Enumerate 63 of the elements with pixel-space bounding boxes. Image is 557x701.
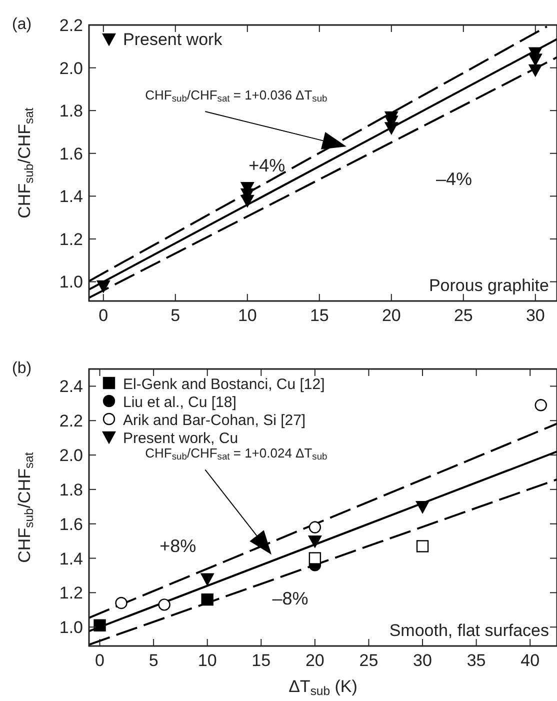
point xyxy=(308,521,322,534)
point xyxy=(200,573,214,586)
point xyxy=(115,596,128,610)
x-tick-label: 20 xyxy=(305,651,324,670)
annotation: +8% xyxy=(160,536,196,556)
legend-label: Present work, Cu xyxy=(123,430,238,447)
legend-label: El-Genk and Bostanci, Cu [12] xyxy=(123,376,325,393)
annotation: +4% xyxy=(248,155,286,176)
point xyxy=(416,540,429,552)
x-tick-label: 0 xyxy=(95,651,104,670)
y-tick-label: 2.0 xyxy=(59,446,83,466)
x-tick-label: 30 xyxy=(413,651,432,670)
y-tick-label: 1.0 xyxy=(59,272,83,292)
annotation: –8% xyxy=(272,588,308,608)
x-tick-label: 10 xyxy=(198,651,217,670)
x-axis-title: ΔT$_{sub}$ (K) xyxy=(288,677,358,698)
annotation: Porous graphite xyxy=(428,276,549,295)
text: (b) xyxy=(12,360,32,377)
legend-label: Liu et al., Cu [18] xyxy=(123,394,236,411)
point xyxy=(94,619,106,632)
x-tick-label: 30 xyxy=(526,306,545,325)
point xyxy=(240,194,254,208)
x-tick-label: 40 xyxy=(520,651,540,670)
y-tick-label: 1.4 xyxy=(59,549,83,568)
x-tick-label: 25 xyxy=(454,306,473,325)
x-tick-label: 20 xyxy=(382,306,401,325)
y-tick-label: 2.2 xyxy=(59,412,83,431)
point xyxy=(96,280,110,293)
point xyxy=(308,535,322,548)
x-tick-label: 35 xyxy=(466,651,486,670)
point xyxy=(158,598,170,611)
y-tick-label: 1.6 xyxy=(59,144,83,164)
x-tick-label: 10 xyxy=(238,306,257,325)
point xyxy=(308,552,322,564)
point xyxy=(416,501,430,514)
text: (a) xyxy=(12,16,32,33)
annotation: CHF$_{sub}$/CHF$_{sat}$ = 1+0.036 ΔT$_{sub}$ xyxy=(145,88,328,104)
y-tick-label: 1.2 xyxy=(59,230,83,249)
x-tick-label: 5 xyxy=(148,651,158,670)
x-tick-label: 0 xyxy=(98,306,108,325)
annotation: CHF$_{sub}$/CHF$_{sat}$ = 1+0.024 ΔT$_{sub}$ xyxy=(145,446,328,462)
point xyxy=(384,122,398,134)
annotation: Smooth, flat surfaces xyxy=(389,621,549,640)
point xyxy=(528,64,542,77)
y-tick-label: 2.4 xyxy=(59,377,83,396)
x-tick-label: 15 xyxy=(252,651,271,670)
legend-label: Present work xyxy=(123,30,223,49)
legend-label: Arik and Bar-Cohan, Si [27] xyxy=(123,412,306,429)
x-tick-label: 15 xyxy=(310,306,329,325)
point xyxy=(534,399,547,412)
x-tick-label: 5 xyxy=(170,306,180,325)
y-tick-label: 1.6 xyxy=(59,514,83,534)
y-tick-label: 2.2 xyxy=(59,16,83,35)
y-tick-label: 1.8 xyxy=(59,480,83,500)
annotation: –4% xyxy=(436,169,472,190)
point xyxy=(528,54,542,66)
y-tick-label: 1.0 xyxy=(59,618,83,638)
y-tick-label: 2.0 xyxy=(59,58,83,78)
point xyxy=(201,593,214,606)
y-tick-label: 1.4 xyxy=(59,187,83,206)
x-tick-label: 25 xyxy=(359,651,378,670)
y-tick-label: 1.2 xyxy=(59,584,83,603)
y-tick-label: 1.8 xyxy=(59,102,83,121)
